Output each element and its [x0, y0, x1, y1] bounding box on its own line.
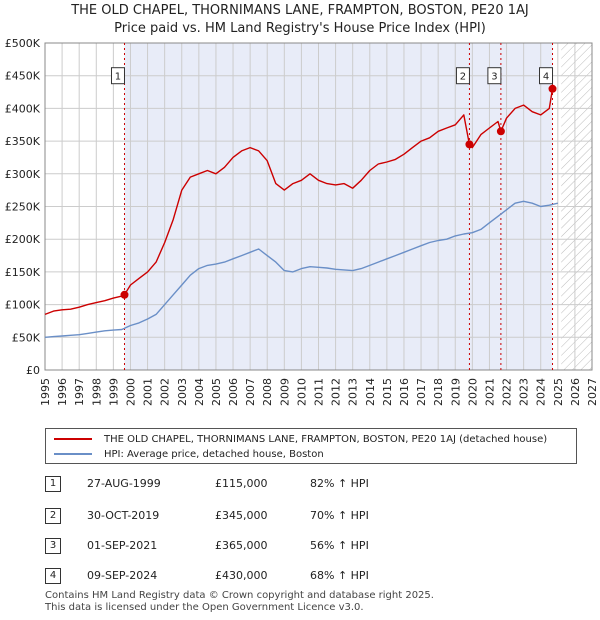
x-tick-label: 2005: [210, 378, 223, 406]
title-line-2: Price paid vs. HM Land Registry's House …: [114, 21, 486, 36]
y-tick-label: £500K: [5, 37, 41, 50]
y-tick-label: £100K: [5, 299, 41, 312]
x-tick-label: 2010: [295, 378, 308, 406]
x-tick-label: 2002: [159, 378, 172, 406]
row-hpi: 82% ↑ HPI: [310, 477, 369, 490]
row-date: 30-OCT-2019: [87, 509, 160, 522]
legend-blue-entry: HPI: Average price, detached house, Bost…: [54, 447, 324, 461]
row-date: 01-SEP-2021: [87, 539, 158, 552]
y-tick-label: £200K: [5, 233, 41, 246]
x-tick-label: 2004: [193, 378, 206, 406]
row-hpi: 56% ↑ HPI: [310, 539, 369, 552]
sale-marker-label: 3: [491, 72, 497, 83]
table-row: 3 01-SEP-2021 £365,000 56% ↑ HPI: [45, 538, 585, 554]
x-tick-label: 2013: [347, 378, 360, 406]
table-row: 4 09-SEP-2024 £430,000 68% ↑ HPI: [45, 568, 585, 584]
row-number: 3: [45, 538, 61, 554]
footer: Contains HM Land Registry data © Crown c…: [45, 590, 434, 614]
x-tick-label: 2000: [124, 378, 137, 406]
x-tick-label: 1998: [90, 378, 103, 406]
row-number: 4: [45, 568, 61, 584]
row-number: 1: [45, 476, 61, 492]
x-tick-label: 2012: [330, 378, 343, 406]
y-tick-label: £0: [26, 364, 40, 377]
price-chart: £0 £50K £100K £150K £200K £250K £300K £350K £400…: [5, 37, 599, 406]
sale-marker-label: 1: [115, 72, 121, 83]
x-tick-label: 2017: [415, 378, 428, 406]
sale-point: [465, 140, 474, 149]
x-tick-label: 2016: [398, 378, 411, 406]
price-paid-line: [44, 88, 554, 316]
x-tick-label: 2009: [278, 378, 291, 406]
x-tick-label: 2011: [313, 378, 326, 406]
y-tick-label: £250K: [5, 201, 41, 214]
chart-title: THE OLD CHAPEL, THORNIMANS LANE, FRAMPTO…: [0, 2, 600, 38]
legend: THE OLD CHAPEL, THORNIMANS LANE, FRAMPTO…: [45, 428, 577, 464]
x-tick-label: 2022: [501, 378, 514, 406]
x-tick-label: 2024: [535, 378, 548, 406]
y-tick-label: £350K: [5, 135, 41, 148]
y-tick-label: £400K: [5, 102, 41, 115]
sale-marker-label: 2: [460, 72, 466, 83]
x-tick-label: 2023: [518, 378, 531, 406]
blue-line-swatch: [54, 453, 92, 455]
hpi-line: [44, 200, 558, 338]
row-date: 09-SEP-2024: [87, 569, 158, 582]
title-line-1: THE OLD CHAPEL, THORNIMANS LANE, FRAMPTO…: [71, 3, 529, 18]
x-tick-label: 2014: [364, 378, 377, 406]
red-line-swatch: [54, 438, 92, 440]
sale-marker-box: [487, 67, 502, 85]
legend-red-entry: THE OLD CHAPEL, THORNIMANS LANE, FRAMPTO…: [54, 432, 547, 446]
table-row: 2 30-OCT-2019 £345,000 70% ↑ HPI: [45, 508, 585, 524]
y-tick-label: £50K: [12, 331, 41, 344]
row-price: £430,000: [215, 569, 268, 582]
sale-marker-box: [539, 67, 554, 85]
y-tick-label: £150K: [5, 266, 41, 279]
sale-marker-box: [110, 67, 125, 85]
sale-point: [120, 290, 129, 299]
x-tick-label: 1995: [39, 378, 52, 406]
x-tick-label: 2008: [261, 378, 274, 406]
x-tick-label: 1997: [73, 378, 86, 406]
y-tick-label: £300K: [5, 168, 41, 181]
table-row: 1 27-AUG-1999 £115,000 82% ↑ HPI: [45, 476, 585, 492]
x-tick-label: 2001: [142, 378, 155, 406]
legend-blue-label: HPI: Average price, detached house, Bost…: [104, 448, 324, 460]
x-tick-label: 2007: [244, 378, 257, 406]
y-tick-label: £450K: [5, 70, 41, 83]
sale-point: [548, 84, 557, 93]
x-tick-label: 2021: [483, 378, 496, 406]
row-date: 27-AUG-1999: [87, 477, 161, 490]
sale-point: [496, 127, 505, 136]
sale-marker-box: [455, 67, 470, 85]
x-tick-label: 2019: [449, 378, 462, 406]
footer-line-2: This data is licensed under the Open Gov…: [45, 602, 364, 613]
x-tick-label: 2015: [381, 378, 394, 406]
row-price: £365,000: [215, 539, 268, 552]
row-number: 2: [45, 508, 61, 524]
x-tick-label: 1996: [56, 378, 69, 406]
row-hpi: 68% ↑ HPI: [310, 569, 369, 582]
sale-marker-label: 4: [543, 72, 549, 83]
row-price: £115,000: [215, 477, 268, 490]
plot-frame: [44, 42, 593, 371]
x-tick-label: 2026: [569, 378, 582, 406]
x-tick-label: 2006: [227, 378, 240, 406]
legend-red-label: THE OLD CHAPEL, THORNIMANS LANE, FRAMPTO…: [104, 433, 548, 445]
row-hpi: 70% ↑ HPI: [310, 509, 369, 522]
footer-line-1: Contains HM Land Registry data © Crown c…: [45, 590, 434, 601]
x-tick-label: 2027: [586, 378, 599, 406]
x-tick-label: 2025: [552, 378, 565, 406]
x-tick-label: 2018: [432, 378, 445, 406]
x-tick-label: 2003: [176, 378, 189, 406]
row-price: £345,000: [215, 509, 268, 522]
x-tick-label: 1999: [107, 378, 120, 406]
x-tick-label: 2020: [466, 378, 479, 406]
